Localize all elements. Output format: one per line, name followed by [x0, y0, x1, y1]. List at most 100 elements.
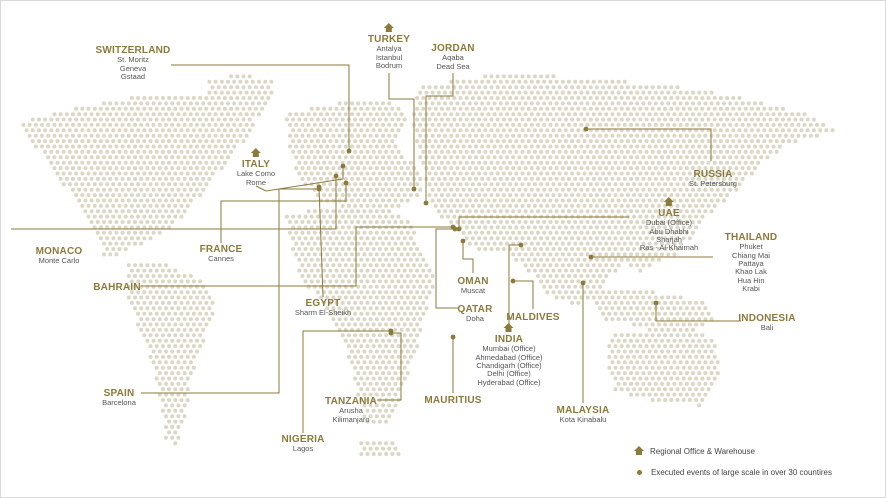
land-dot	[616, 209, 621, 214]
land-dot	[607, 354, 612, 359]
land-dot	[687, 203, 692, 208]
land-dot	[650, 354, 655, 359]
land-dot	[551, 171, 556, 176]
land-dot	[210, 117, 215, 122]
land-dot	[588, 85, 593, 90]
land-dot	[27, 122, 32, 127]
land-dot	[697, 338, 702, 343]
land-dot	[635, 144, 640, 149]
land-dot	[182, 338, 187, 343]
land-dot	[622, 306, 627, 311]
land-dot	[684, 338, 689, 343]
land-dot	[734, 122, 739, 127]
land-dot	[570, 139, 575, 144]
land-dot	[660, 220, 664, 224]
land-dot	[598, 122, 602, 127]
land-dot	[148, 193, 153, 198]
land-dot	[694, 354, 699, 359]
land-dot	[219, 166, 224, 171]
land-dot	[464, 139, 469, 144]
land-dot	[607, 268, 612, 273]
land-dot	[619, 387, 624, 392]
land-dot	[46, 133, 51, 138]
land-dot	[74, 182, 79, 187]
land-dot	[191, 128, 196, 133]
leader-line-switzerland	[171, 64, 350, 151]
land-dot	[687, 365, 692, 370]
land-dot	[142, 106, 147, 111]
land-dot	[542, 133, 547, 138]
land-dot	[408, 354, 413, 359]
land-dot	[629, 230, 633, 235]
land-dot	[505, 241, 509, 246]
land-dot	[362, 317, 367, 322]
land-dot	[598, 209, 602, 214]
land-dot	[656, 139, 661, 144]
land-dot	[222, 85, 227, 90]
land-dot	[604, 241, 609, 246]
land-dot	[567, 284, 571, 289]
land-dot	[114, 209, 119, 214]
land-dot	[384, 365, 389, 370]
land-dot	[498, 112, 503, 117]
land-dot	[625, 365, 630, 370]
land-dot	[616, 263, 621, 268]
land-dot	[21, 122, 26, 127]
land-dot	[86, 128, 91, 133]
land-dot	[306, 241, 311, 246]
land-dot	[362, 209, 367, 214]
city-name: Antalya	[376, 44, 402, 54]
land-dot	[601, 96, 606, 100]
land-dot	[340, 139, 345, 144]
land-dot	[325, 220, 330, 224]
land-dot	[142, 160, 147, 165]
land-dot	[542, 90, 547, 95]
land-dot	[257, 112, 261, 117]
land-dot	[95, 220, 100, 224]
land-dot	[167, 376, 172, 381]
land-dot	[384, 354, 389, 359]
land-dot	[700, 106, 705, 111]
land-dot	[241, 74, 246, 79]
land-dot	[452, 160, 457, 165]
city-name: St. Moritz	[117, 55, 149, 65]
land-dot	[712, 96, 717, 100]
land-dot	[328, 214, 333, 219]
land-dot	[350, 317, 354, 322]
land-dot	[734, 101, 739, 106]
land-dot	[306, 155, 311, 160]
land-dot	[647, 252, 652, 257]
land-dot	[691, 360, 695, 365]
land-dot	[622, 381, 627, 386]
land-dot	[638, 257, 643, 262]
land-dot	[629, 381, 633, 386]
land-dot	[635, 295, 640, 300]
land-dot	[622, 220, 627, 224]
land-dot	[669, 117, 674, 122]
land-dot	[381, 403, 385, 408]
land-dot	[551, 203, 556, 208]
land-dot	[542, 274, 547, 278]
land-dot	[346, 300, 351, 305]
land-dot	[315, 247, 320, 251]
land-dot	[632, 182, 637, 187]
land-dot	[129, 290, 134, 295]
land-dot	[700, 300, 705, 305]
land-dot	[415, 193, 420, 198]
land-dot	[644, 387, 649, 392]
land-dot	[470, 128, 475, 133]
land-dot	[492, 112, 497, 117]
land-dot	[687, 387, 692, 392]
land-dot	[554, 284, 559, 289]
land-dot	[185, 106, 190, 111]
land-dot	[151, 338, 156, 343]
land-dot	[582, 225, 587, 230]
land-dot	[195, 327, 199, 332]
land-dot	[439, 171, 444, 176]
land-dot	[731, 182, 736, 187]
land-dot	[213, 144, 218, 149]
land-dot	[164, 425, 168, 429]
land-dot	[672, 349, 677, 354]
land-dot	[570, 117, 575, 122]
land-dot	[157, 338, 162, 343]
